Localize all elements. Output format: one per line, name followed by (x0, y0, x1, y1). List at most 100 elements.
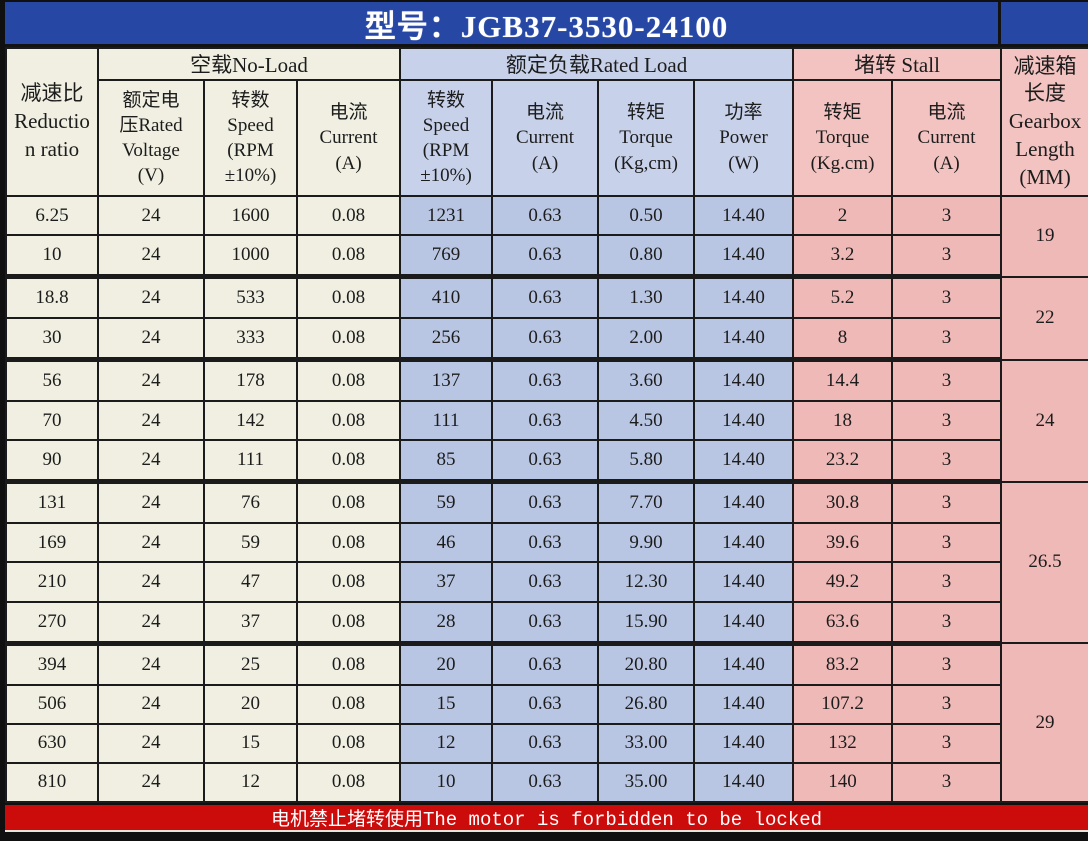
cell-rated-voltage: 24 (97, 234, 205, 280)
cell-reduction-ratio: 18.8 (5, 275, 99, 320)
cell-rated-voltage: 24 (97, 439, 205, 485)
header-gearbox-length: 减速箱 长度 Gearbox Length (MM) (1000, 47, 1088, 197)
cell-noload-speed: 1600 (203, 194, 298, 237)
cell-rated-voltage: 24 (97, 275, 205, 320)
cell-rated-voltage: 24 (97, 522, 205, 564)
cell-gearbox-length: 22 (1000, 275, 1088, 361)
cell-rated-torque: 0.50 (597, 194, 696, 237)
cell-rated-power: 14.40 (693, 600, 795, 646)
cell-gearbox-length: 26.5 (1000, 480, 1088, 645)
header-rated-torque: 转矩 Torque (Kg,cm) (597, 79, 696, 197)
cell-noload-current: 0.08 (295, 194, 402, 237)
table-row: 169 24 59 0.08 46 0.63 9.90 14.40 39.6 3 (5, 522, 1088, 564)
cell-rated-voltage: 24 (97, 194, 205, 237)
table-row: 210 24 47 0.08 37 0.63 12.30 14.40 49.2 … (5, 561, 1088, 603)
table-row: 394 24 25 0.08 20 0.63 20.80 14.40 83.2 … (5, 642, 1088, 803)
header-rated-current: 电流 Current (A) (491, 79, 600, 197)
cell-noload-speed: 333 (203, 317, 298, 363)
table-row: 10 24 1000 0.08 769 0.63 0.80 14.40 3.2 … (5, 234, 1088, 280)
cell-rated-power: 14.40 (693, 722, 795, 764)
cell-reduction-ratio: 630 (5, 722, 99, 764)
cell-stall-current: 3 (891, 358, 1003, 403)
cell-noload-speed: 111 (203, 439, 298, 485)
cell-rated-current: 0.63 (491, 642, 600, 686)
cell-reduction-ratio: 810 (5, 761, 99, 804)
cell-stall-torque: 3.2 (792, 234, 894, 280)
cell-rated-torque: 9.90 (597, 522, 696, 564)
cell-rated-speed: 85 (399, 439, 494, 485)
header-rated-power: 功率 Power (W) (693, 79, 795, 197)
header-noload-current: 电流 Current (A) (295, 79, 402, 197)
warning-text: 电机禁止堵转使用The motor is forbidden to be loc… (270, 809, 823, 831)
cell-stall-torque: 49.2 (792, 561, 894, 603)
table-row: 30 24 333 0.08 256 0.63 2.00 14.40 8 3 (5, 317, 1088, 363)
cell-rated-torque: 7.70 (597, 480, 696, 525)
cell-stall-current: 3 (891, 234, 1003, 280)
cell-rated-torque: 5.80 (597, 439, 696, 485)
cell-stall-current: 3 (891, 683, 1003, 725)
cell-reduction-ratio: 56 (5, 358, 99, 403)
cell-stall-torque: 2 (792, 194, 894, 237)
cell-reduction-ratio: 30 (5, 317, 99, 363)
cell-noload-current: 0.08 (295, 439, 402, 485)
cell-rated-voltage: 24 (97, 317, 205, 363)
cell-rated-current: 0.63 (491, 400, 600, 442)
cell-rated-torque: 4.50 (597, 400, 696, 442)
cell-rated-voltage: 24 (97, 683, 205, 725)
cell-stall-current: 3 (891, 642, 1003, 686)
cell-rated-torque: 3.60 (597, 358, 696, 403)
cell-rated-current: 0.63 (491, 522, 600, 564)
cell-noload-speed: 142 (203, 400, 298, 442)
cell-rated-torque: 26.80 (597, 683, 696, 725)
cell-reduction-ratio: 131 (5, 480, 99, 525)
cell-stall-current: 3 (891, 275, 1003, 320)
cell-noload-current: 0.08 (295, 683, 402, 725)
header-noload-speed: 转数 Speed (RPM ±10%) (203, 79, 298, 197)
cell-noload-current: 0.08 (295, 642, 402, 686)
cell-reduction-ratio: 506 (5, 683, 99, 725)
cell-rated-power: 14.40 (693, 317, 795, 363)
cell-stall-current: 3 (891, 194, 1003, 237)
cell-stall-torque: 140 (792, 761, 894, 804)
cell-rated-speed: 111 (399, 400, 494, 442)
cell-rated-current: 0.63 (491, 234, 600, 280)
cell-rated-current: 0.63 (491, 317, 600, 363)
cell-noload-speed: 15 (203, 722, 298, 764)
cell-stall-current: 3 (891, 480, 1003, 525)
cell-rated-power: 14.40 (693, 561, 795, 603)
cell-reduction-ratio: 90 (5, 439, 99, 485)
cell-stall-current: 3 (891, 722, 1003, 764)
cell-rated-torque: 1.30 (597, 275, 696, 320)
cell-rated-speed: 37 (399, 561, 494, 603)
table-row: 506 24 20 0.08 15 0.63 26.80 14.40 107.2… (5, 683, 1088, 725)
group-stall: 堵转 Stall (792, 47, 1003, 81)
cell-rated-voltage: 24 (97, 642, 205, 686)
cell-noload-current: 0.08 (295, 722, 402, 764)
cell-rated-current: 0.63 (491, 194, 600, 237)
cell-noload-current: 0.08 (295, 317, 402, 363)
cell-rated-power: 14.40 (693, 480, 795, 525)
cell-rated-current: 0.63 (491, 600, 600, 646)
cell-rated-torque: 2.00 (597, 317, 696, 363)
cell-rated-current: 0.63 (491, 480, 600, 525)
table-row: 90 24 111 0.08 85 0.63 5.80 14.40 23.2 3 (5, 439, 1088, 485)
cell-noload-speed: 1000 (203, 234, 298, 280)
cell-rated-current: 0.63 (491, 358, 600, 403)
cell-rated-torque: 12.30 (597, 561, 696, 603)
cell-noload-speed: 178 (203, 358, 298, 403)
cell-noload-current: 0.08 (295, 600, 402, 646)
cell-stall-torque: 30.8 (792, 480, 894, 525)
group-no-load: 空载No-Load (96, 47, 402, 81)
title-bar: 型号：JGB37-3530-24100 (5, 2, 1088, 47)
table-row: 630 24 15 0.08 12 0.63 33.00 14.40 132 3 (5, 722, 1088, 764)
cell-noload-current: 0.08 (295, 275, 402, 320)
cell-stall-torque: 5.2 (792, 275, 894, 320)
cell-noload-speed: 59 (203, 522, 298, 564)
cell-rated-voltage: 24 (97, 722, 205, 764)
cell-reduction-ratio: 270 (5, 600, 99, 646)
cell-reduction-ratio: 70 (5, 400, 99, 442)
table-row: 810 24 12 0.08 10 0.63 35.00 14.40 140 3 (5, 761, 1088, 804)
cell-rated-voltage: 24 (97, 358, 205, 403)
cell-reduction-ratio: 210 (5, 561, 99, 603)
cell-noload-speed: 12 (203, 761, 298, 804)
